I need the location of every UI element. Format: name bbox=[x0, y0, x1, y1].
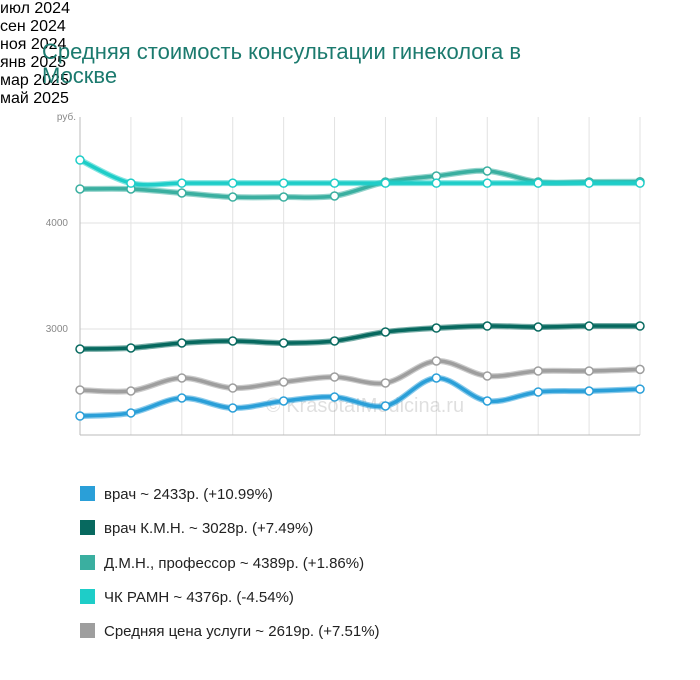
chart-title: Средняя стоимость консультации гинеколог… bbox=[42, 39, 522, 88]
legend-label: врач ~ 2433р. (+10.99%) bbox=[104, 486, 273, 503]
point bbox=[635, 364, 645, 375]
point bbox=[126, 408, 136, 418]
point bbox=[533, 366, 543, 376]
point bbox=[533, 178, 543, 188]
point bbox=[329, 336, 340, 346]
point bbox=[584, 321, 594, 331]
legend-item: врач К.М.Н. ~ 3028р. (+7.49%) bbox=[80, 520, 313, 537]
legend-label: ЧК РАМН ~ 4376р. (-4.54%) bbox=[104, 588, 294, 606]
point bbox=[635, 384, 645, 394]
point bbox=[75, 344, 85, 354]
point bbox=[227, 383, 238, 393]
point bbox=[329, 191, 340, 201]
series bbox=[75, 356, 645, 396]
point bbox=[126, 343, 136, 353]
point bbox=[126, 386, 136, 396]
x-tick-label: ноя 2024 bbox=[0, 36, 67, 53]
legend-swatch bbox=[80, 520, 95, 536]
legend-label: Д.М.Н., профессор ~ 4389р. (+1.86%) bbox=[104, 554, 365, 572]
point bbox=[482, 178, 493, 188]
point bbox=[533, 387, 543, 397]
x-tick-label: сен 2024 bbox=[0, 18, 66, 35]
point bbox=[75, 411, 85, 421]
point bbox=[482, 371, 493, 381]
point bbox=[584, 366, 594, 376]
point bbox=[227, 178, 238, 188]
line bbox=[79, 359, 641, 394]
legend-item: врач ~ 2433р. (+10.99%) bbox=[80, 486, 273, 503]
point bbox=[177, 338, 187, 348]
point bbox=[380, 178, 391, 188]
point bbox=[431, 373, 442, 383]
legend-item: ЧК РАМН ~ 4376р. (-4.54%) bbox=[80, 588, 294, 606]
point bbox=[126, 178, 136, 188]
point bbox=[584, 386, 594, 396]
legend-label: Средняя цена услуги ~ 2619р. (+7.51%) bbox=[104, 623, 380, 641]
point bbox=[482, 166, 493, 176]
point bbox=[75, 385, 85, 395]
point bbox=[227, 336, 238, 346]
point bbox=[482, 396, 493, 406]
y-axis-label: руб. bbox=[57, 111, 76, 123]
point bbox=[533, 322, 543, 332]
point bbox=[75, 184, 85, 194]
point bbox=[177, 178, 187, 188]
legend-item: Средняя цена услуги ~ 2619р. (+7.51%) bbox=[80, 623, 380, 640]
point bbox=[431, 178, 442, 188]
point bbox=[278, 192, 289, 202]
legend-swatch bbox=[80, 623, 95, 639]
point bbox=[482, 321, 493, 331]
line-casing bbox=[79, 358, 641, 395]
point bbox=[227, 403, 238, 413]
point bbox=[380, 378, 391, 388]
legend-item: Д.М.Н., профессор ~ 4389р. (+1.86%) bbox=[80, 554, 365, 572]
series bbox=[75, 373, 645, 421]
y-tick-label: 3000 bbox=[46, 324, 69, 335]
point bbox=[227, 192, 238, 202]
point bbox=[278, 377, 289, 387]
point bbox=[177, 393, 187, 403]
point bbox=[278, 338, 289, 348]
x-tick-label: янв 2025 bbox=[0, 54, 67, 71]
point bbox=[431, 356, 442, 366]
point bbox=[431, 323, 442, 333]
y-tick-label: 4000 bbox=[46, 218, 69, 229]
point bbox=[635, 178, 645, 188]
x-tick-label: май 2025 bbox=[0, 90, 69, 107]
point bbox=[75, 155, 85, 165]
point bbox=[177, 188, 187, 198]
legend-label: врач К.М.Н. ~ 3028р. (+7.49%) bbox=[104, 520, 314, 538]
legend-swatch bbox=[80, 486, 95, 501]
series bbox=[75, 321, 645, 354]
point bbox=[278, 178, 289, 188]
point bbox=[278, 396, 289, 406]
legend-swatch bbox=[80, 588, 95, 604]
point bbox=[177, 373, 187, 383]
series bbox=[75, 155, 645, 188]
x-tick-label: июл 2024 bbox=[0, 0, 70, 17]
legend-swatch bbox=[80, 554, 95, 570]
point bbox=[329, 392, 340, 402]
point bbox=[584, 178, 594, 188]
point bbox=[380, 401, 391, 411]
point bbox=[635, 321, 645, 331]
point bbox=[329, 372, 340, 382]
x-tick-label: мар 2025 bbox=[0, 72, 69, 89]
line-casing bbox=[78, 157, 640, 188]
point bbox=[329, 178, 340, 188]
point bbox=[380, 327, 391, 337]
